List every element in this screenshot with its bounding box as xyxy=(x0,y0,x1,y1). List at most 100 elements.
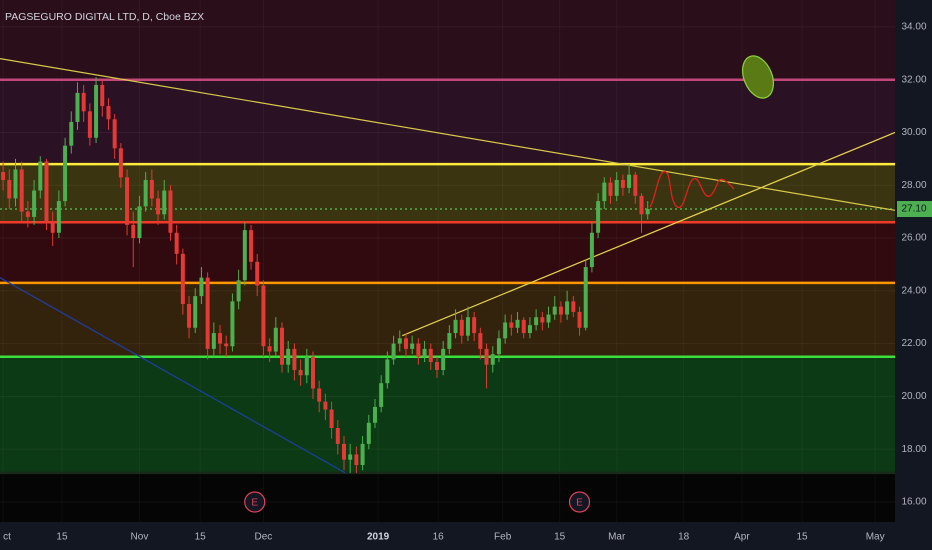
x-tick-label: 16 xyxy=(433,532,445,543)
candle-body xyxy=(162,190,167,215)
candle-body xyxy=(255,261,260,286)
candle-body xyxy=(267,346,272,352)
candle-body xyxy=(397,338,402,344)
y-tick-label: 34.00 xyxy=(901,22,926,33)
candle-body xyxy=(360,443,365,465)
candle-body xyxy=(391,343,396,360)
x-tick-label: Feb xyxy=(494,532,512,543)
x-tick-label: Nov xyxy=(131,532,149,543)
zone xyxy=(0,222,895,283)
candle-body xyxy=(385,359,390,384)
zone xyxy=(0,164,895,223)
candle-body xyxy=(571,301,576,312)
y-tick-label: 18.00 xyxy=(901,444,926,455)
y-tick-label: 28.00 xyxy=(901,180,926,191)
candle-body xyxy=(38,161,43,191)
candle-body xyxy=(273,327,278,352)
x-tick-label: Mar xyxy=(608,532,626,543)
candle-body xyxy=(317,388,322,402)
x-tick-label: May xyxy=(866,532,885,543)
y-tick-label: 16.00 xyxy=(901,497,926,508)
y-tick-label: 24.00 xyxy=(901,285,926,296)
candle-body xyxy=(87,111,92,138)
candle-body xyxy=(311,356,316,389)
trend-line xyxy=(402,131,896,337)
candle-body xyxy=(50,222,55,233)
candle-body xyxy=(156,198,161,215)
candle-body xyxy=(596,201,601,233)
candle-body xyxy=(100,84,105,107)
candle-body xyxy=(484,348,489,365)
candle-body xyxy=(180,253,185,305)
candle-body xyxy=(335,428,340,444)
candle-body xyxy=(304,356,309,376)
earnings-marker xyxy=(568,491,591,513)
trend-line xyxy=(0,277,346,474)
y-tick-label: 22.00 xyxy=(901,338,926,349)
candle-body xyxy=(298,369,303,376)
candle-body xyxy=(168,190,173,233)
x-tick-label: 18 xyxy=(678,532,690,543)
candle-body xyxy=(379,383,384,407)
candle-body xyxy=(292,348,297,370)
ellipse-drawing xyxy=(742,55,774,99)
x-tick-label: 15 xyxy=(195,532,207,543)
x-tick-label: ct xyxy=(3,532,11,543)
candle-body xyxy=(341,443,346,460)
candle-body xyxy=(1,172,6,180)
candle-body xyxy=(366,422,371,444)
candle-body xyxy=(459,319,464,336)
candle-body xyxy=(249,230,254,262)
candle-body xyxy=(515,319,520,328)
candle-body xyxy=(416,343,421,357)
y-tick-label: 20.00 xyxy=(901,391,926,402)
candle-body xyxy=(403,338,408,349)
candle-body xyxy=(25,211,30,217)
candle-body xyxy=(509,322,514,328)
candle-body xyxy=(453,319,458,334)
candle-body xyxy=(602,182,607,202)
candle-body xyxy=(81,92,86,112)
candle-body xyxy=(112,119,117,149)
y-tick-label: 26.00 xyxy=(901,233,926,244)
x-tick-label: 15 xyxy=(796,532,808,543)
candle-body xyxy=(540,317,545,323)
x-tick-label: 15 xyxy=(554,532,566,543)
candle-body xyxy=(565,301,570,315)
zone xyxy=(0,472,895,522)
candle-body xyxy=(521,319,526,334)
candle-body xyxy=(118,148,123,178)
candle-body xyxy=(199,277,204,297)
candle-body xyxy=(583,267,588,328)
x-tick-label: Dec xyxy=(255,532,273,543)
candle-body xyxy=(193,296,198,328)
candle-body xyxy=(211,333,216,349)
candle-body xyxy=(441,348,446,370)
candle-body xyxy=(372,406,377,423)
candle-body xyxy=(633,174,638,196)
freehand-drawing xyxy=(649,171,735,209)
candle-body xyxy=(410,343,415,349)
candle-body xyxy=(19,169,24,212)
candle-body xyxy=(608,182,613,196)
candle-body xyxy=(478,333,483,349)
candle-body xyxy=(496,338,501,355)
earnings-marker xyxy=(244,491,266,513)
candle-body xyxy=(242,230,247,281)
zone xyxy=(0,79,895,165)
candle-body xyxy=(286,348,291,365)
last-price-box xyxy=(897,201,932,218)
candle-body xyxy=(230,301,235,347)
candle-body xyxy=(94,84,99,138)
y-tick-label: 30.00 xyxy=(901,127,926,138)
candle-body xyxy=(13,169,18,199)
plot xyxy=(0,0,896,522)
candle-body xyxy=(224,343,229,347)
candle-body xyxy=(577,311,582,328)
y-axis-area xyxy=(895,0,932,550)
candle-body xyxy=(422,348,427,357)
y-tick-label: 32.00 xyxy=(901,74,926,85)
candle-body xyxy=(218,333,223,344)
candle-body xyxy=(323,401,328,410)
